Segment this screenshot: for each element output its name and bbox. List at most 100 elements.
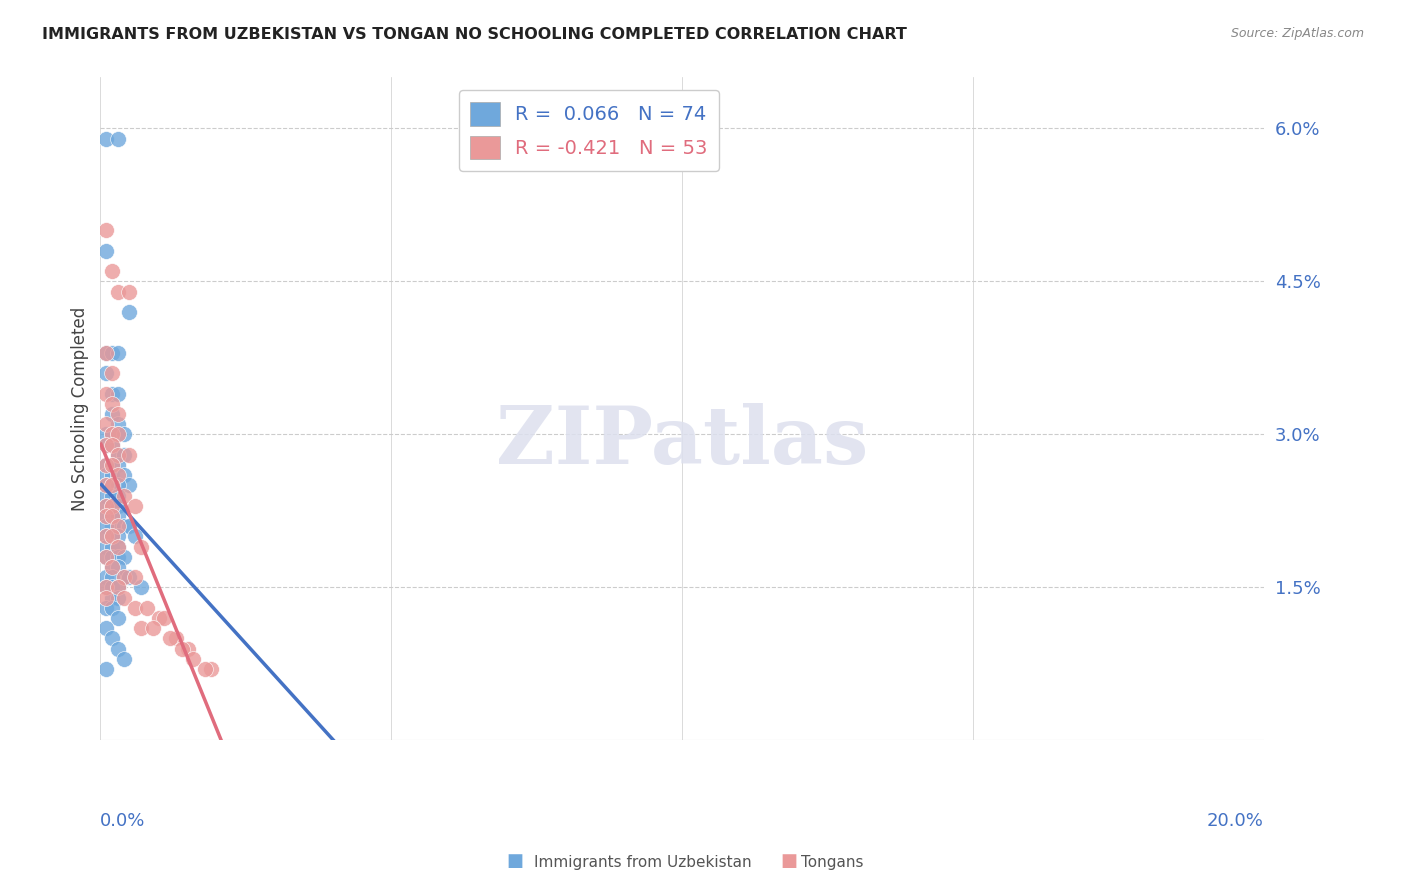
Point [124, 570, 146, 584]
Point [118, 448, 141, 462]
Point [101, 600, 124, 615]
Point [112, 427, 135, 442]
Point [101, 427, 124, 442]
Point [101, 407, 124, 421]
Point [101, 437, 124, 451]
Point [107, 540, 129, 554]
Point [96, 570, 118, 584]
Point [118, 305, 141, 319]
Point [96, 621, 118, 635]
Text: Immigrants from Uzbekistan: Immigrants from Uzbekistan [534, 855, 752, 870]
Point [112, 570, 135, 584]
Point [101, 529, 124, 543]
Point [96, 244, 118, 258]
Point [200, 662, 222, 676]
Text: ZIPatlas: ZIPatlas [496, 403, 868, 481]
Text: 0.0%: 0.0% [100, 812, 146, 830]
Point [101, 499, 124, 513]
Legend: R =  0.066   N = 74, R = -0.421   N = 53: R = 0.066 N = 74, R = -0.421 N = 53 [458, 90, 720, 171]
Point [112, 652, 135, 666]
Point [112, 489, 135, 503]
Y-axis label: No Schooling Completed: No Schooling Completed [72, 307, 89, 511]
Point [96, 600, 118, 615]
Point [107, 407, 129, 421]
Point [107, 478, 129, 492]
Point [159, 632, 181, 646]
Point [118, 478, 141, 492]
Text: 20.0%: 20.0% [1206, 812, 1264, 830]
Point [96, 478, 118, 492]
Point [101, 499, 124, 513]
Point [101, 549, 124, 564]
Point [107, 448, 129, 462]
Point [96, 499, 118, 513]
Point [96, 519, 118, 533]
Point [96, 437, 118, 451]
Point [107, 581, 129, 595]
Point [96, 427, 118, 442]
Point [129, 540, 152, 554]
Point [135, 600, 157, 615]
Point [96, 458, 118, 472]
Point [112, 448, 135, 462]
Point [96, 581, 118, 595]
Point [96, 386, 118, 401]
Point [124, 529, 146, 543]
Point [101, 489, 124, 503]
Text: ■: ■ [780, 852, 797, 870]
Point [96, 509, 118, 524]
Point [107, 560, 129, 574]
Point [112, 519, 135, 533]
Point [165, 632, 187, 646]
Point [170, 641, 193, 656]
Point [96, 499, 118, 513]
Point [101, 570, 124, 584]
Point [153, 611, 176, 625]
Point [101, 509, 124, 524]
Point [107, 417, 129, 432]
Point [107, 509, 129, 524]
Point [96, 131, 118, 145]
Point [96, 417, 118, 432]
Point [107, 549, 129, 564]
Point [118, 570, 141, 584]
Point [101, 458, 124, 472]
Point [101, 386, 124, 401]
Point [107, 540, 129, 554]
Point [107, 581, 129, 595]
Point [96, 458, 118, 472]
Point [101, 437, 124, 451]
Point [129, 621, 152, 635]
Point [107, 611, 129, 625]
Point [107, 448, 129, 462]
Point [107, 519, 129, 533]
Point [176, 641, 198, 656]
Point [96, 540, 118, 554]
Point [107, 346, 129, 360]
Point [96, 437, 118, 451]
Point [107, 427, 129, 442]
Point [96, 662, 118, 676]
Point [96, 346, 118, 360]
Point [96, 478, 118, 492]
Point [112, 549, 135, 564]
Point [101, 560, 124, 574]
Point [96, 346, 118, 360]
Point [107, 468, 129, 483]
Point [107, 427, 129, 442]
Point [96, 509, 118, 524]
Point [101, 591, 124, 605]
Point [101, 346, 124, 360]
Point [101, 427, 124, 442]
Point [129, 581, 152, 595]
Point [96, 529, 118, 543]
Point [124, 499, 146, 513]
Point [118, 519, 141, 533]
Point [101, 366, 124, 380]
Text: IMMIGRANTS FROM UZBEKISTAN VS TONGAN NO SCHOOLING COMPLETED CORRELATION CHART: IMMIGRANTS FROM UZBEKISTAN VS TONGAN NO … [42, 27, 907, 42]
Point [107, 458, 129, 472]
Point [148, 611, 170, 625]
Text: ■: ■ [506, 852, 523, 870]
Point [183, 652, 205, 666]
Point [107, 641, 129, 656]
